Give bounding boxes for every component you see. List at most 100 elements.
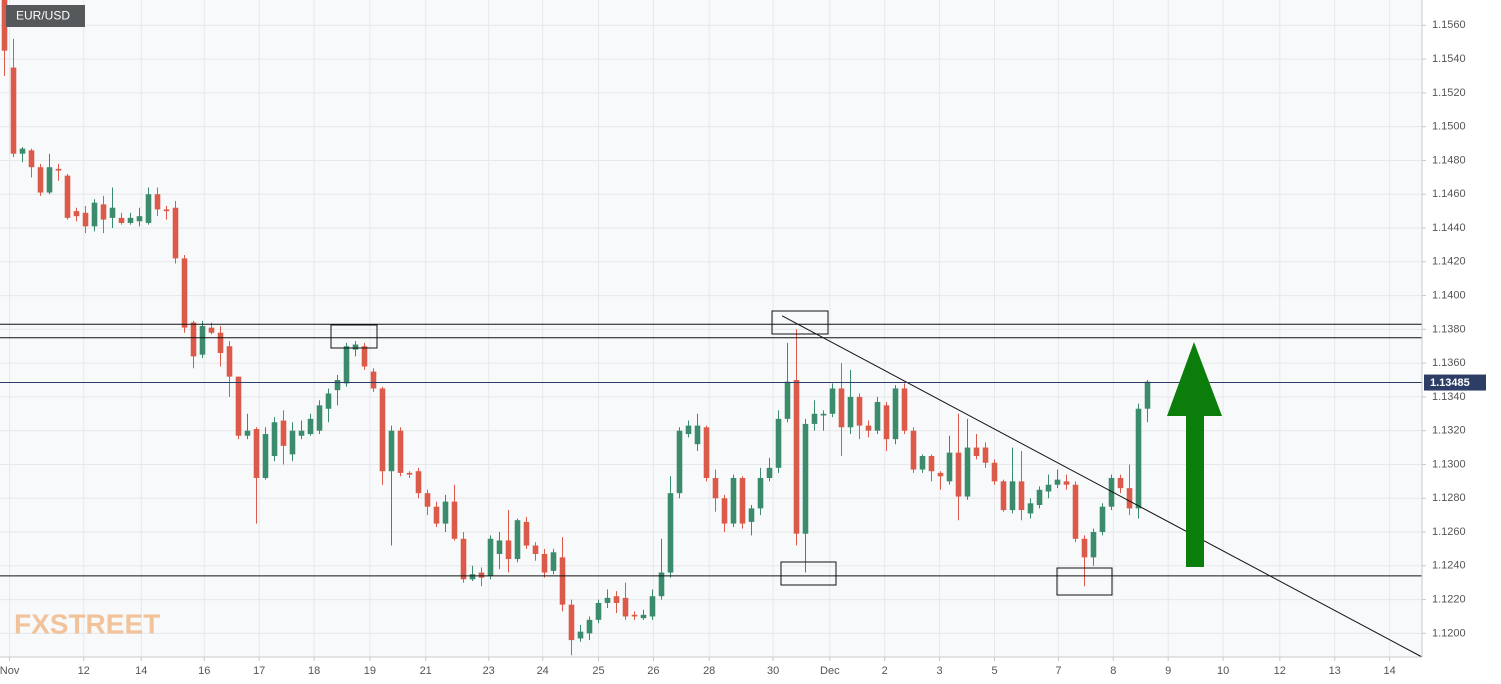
candle-body: [136, 216, 143, 222]
candle-body: [10, 67, 17, 154]
candle-body: [1045, 484, 1052, 492]
candle-body: [1117, 477, 1124, 489]
candle-body: [316, 405, 323, 431]
candle-body: [55, 168, 62, 171]
candle-body: [586, 619, 593, 634]
x-tick-label: 30: [767, 665, 779, 677]
candle-body: [172, 207, 179, 259]
candle-body: [163, 209, 170, 212]
x-tick-label: 5: [991, 665, 997, 677]
candle-body: [442, 501, 449, 524]
last-price-box: [1424, 374, 1486, 391]
candle-body: [928, 456, 935, 472]
candle-body: [379, 388, 386, 472]
candle-body: [856, 396, 863, 426]
candle-body: [901, 388, 908, 431]
y-tick-label: 1.1280: [1432, 492, 1466, 504]
candle-body: [1072, 484, 1079, 539]
candle-body: [604, 597, 611, 603]
y-tick-label: 1.1440: [1432, 222, 1466, 234]
up-arrow: [1167, 342, 1222, 567]
candle-body: [352, 344, 359, 350]
candle-body: [181, 258, 188, 328]
highlight-box: [780, 561, 837, 586]
candle-body: [703, 427, 710, 478]
candle-body: [1144, 381, 1151, 409]
candle-body: [541, 553, 548, 573]
y-tick-label: 1.1380: [1432, 323, 1466, 335]
candle-body: [550, 552, 557, 571]
x-tick-label: 23: [483, 665, 495, 677]
x-tick-label: 12: [78, 665, 90, 677]
candle-body: [1063, 481, 1070, 485]
candle-body: [154, 194, 161, 210]
candle-body: [919, 456, 926, 470]
candle-body: [433, 506, 440, 524]
candle-body: [505, 540, 512, 560]
candle-body: [118, 217, 125, 223]
y-tick-label: 1.1540: [1432, 53, 1466, 65]
candle-body: [667, 493, 674, 573]
y-tick-label: 1.1480: [1432, 154, 1466, 166]
x-tick-label: 26: [647, 665, 659, 677]
candle-body: [568, 604, 575, 641]
candle-body: [397, 430, 404, 473]
candle-body: [64, 175, 71, 218]
candle-body: [622, 597, 629, 617]
x-tick-label: 7: [1055, 665, 1061, 677]
candle-body: [46, 167, 53, 193]
candle-body: [685, 425, 692, 435]
x-tick-label: 8: [1110, 665, 1116, 677]
candle-body: [307, 418, 314, 435]
candle-body: [730, 477, 737, 524]
candle-body: [127, 217, 134, 223]
candle-body: [388, 430, 395, 472]
candle-body: [865, 425, 872, 431]
last-price-label: 1.13485: [1430, 377, 1470, 389]
y-tick-label: 1.1360: [1432, 357, 1466, 369]
candle-body: [640, 614, 647, 619]
x-tick-label: Nov: [0, 665, 20, 677]
x-tick-label: 2: [882, 665, 888, 677]
candle-body: [1054, 479, 1061, 485]
candle-body: [325, 393, 332, 409]
candle-body: [28, 150, 35, 168]
candle-body: [1018, 481, 1025, 511]
candle-body: [235, 376, 242, 436]
x-tick-label: 21: [420, 665, 432, 677]
candle-body: [496, 540, 503, 554]
x-tick-label: 17: [253, 665, 265, 677]
y-tick-label: 1.1240: [1432, 560, 1466, 572]
candle-body: [712, 477, 719, 499]
x-tick-label: 3: [937, 665, 943, 677]
highlight-box: [330, 324, 378, 349]
candle-body: [775, 418, 782, 468]
x-tick-label: 16: [198, 665, 210, 677]
candle-body: [190, 322, 197, 357]
candle-body: [802, 423, 809, 534]
candle-body: [1, 0, 8, 51]
x-tick-label: 14: [1383, 665, 1395, 677]
candle-body: [451, 501, 458, 539]
candle-body: [658, 572, 665, 597]
candle-body: [874, 401, 881, 431]
candle-body: [955, 452, 962, 497]
chart-title: EUR/USD: [16, 9, 70, 23]
x-tick-label: 28: [703, 665, 715, 677]
candle-body: [262, 434, 269, 478]
highlight-box: [771, 310, 829, 335]
candle-body: [991, 462, 998, 482]
candle-body: [892, 388, 899, 440]
candle-body: [370, 371, 377, 389]
candle-body: [1036, 489, 1043, 505]
candle-body: [253, 428, 260, 478]
candle-body: [766, 467, 773, 478]
candle-body: [280, 420, 287, 446]
candle-body: [469, 574, 476, 580]
candle-body: [424, 493, 431, 507]
candle-body: [478, 572, 485, 578]
candle-body: [244, 430, 251, 436]
candle-body: [1090, 532, 1097, 558]
watermark: FXSTREET: [14, 608, 160, 639]
